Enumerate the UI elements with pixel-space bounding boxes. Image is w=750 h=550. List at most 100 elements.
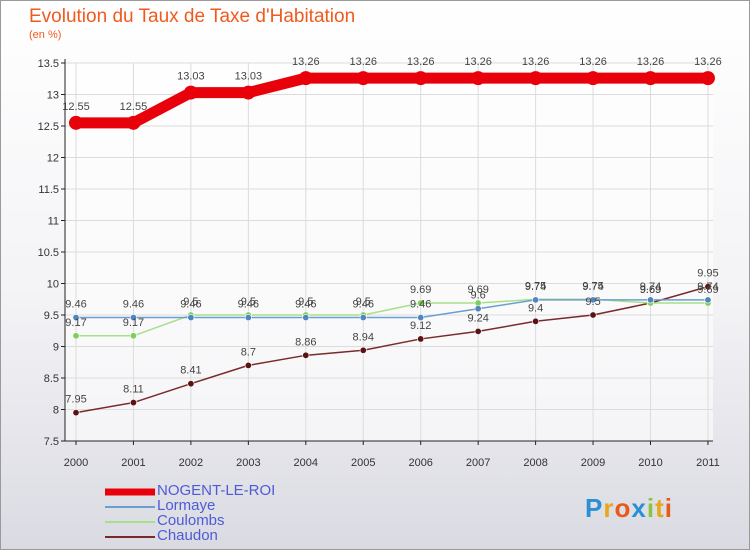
legend-item-nogent[interactable]: NOGENT-LE-ROI [105,482,365,500]
data-label: 12.55 [120,101,148,113]
data-point [187,314,195,322]
data-label: 9.75 [582,280,603,292]
y-tick-label: 10.5 [38,247,59,259]
data-label: 9.74 [697,281,718,293]
data-label: 8.7 [241,346,256,358]
data-label: 9.5 [356,296,371,308]
data-label: 9.5 [298,296,313,308]
data-label: 13.26 [522,56,550,68]
data-point [417,299,425,307]
data-label: 9.5 [585,296,600,308]
data-label: 13.26 [292,56,320,68]
data-label: 9.46 [123,299,144,311]
x-tick-label: 2004 [294,457,318,469]
y-tick-label: 10 [47,279,59,291]
data-point [72,314,80,322]
legend-item-coulombs[interactable]: Coulombs [105,512,365,530]
data-label: 9.69 [697,284,718,296]
legend-label-nogent: NOGENT-LE-ROI [157,482,276,499]
data-point [586,71,601,86]
data-point [72,409,80,417]
chart-title: Evolution du Taux de Taxe d'Habitation [29,6,356,27]
y-tick-label: 13.5 [38,58,59,70]
data-point [126,115,141,130]
x-tick-label: 2009 [581,457,605,469]
data-label: 9.46 [238,299,259,311]
legend-label-lormaye: Lormaye [157,497,216,514]
data-point [241,85,256,100]
y-tick-label: 11.5 [38,184,59,196]
data-label: 9.5 [183,296,198,308]
data-label: 9.69 [640,284,661,296]
legend-item-lormaye[interactable]: Lormaye [105,497,365,515]
data-label: 9.4 [528,302,543,314]
data-label: 9.46 [65,299,86,311]
data-label: 12.55 [62,101,90,113]
data-label: 7.95 [65,394,86,406]
data-label: 13.26 [694,56,722,68]
data-point [356,71,371,86]
data-point [129,332,137,340]
data-point [528,71,543,86]
y-tick-label: 9.5 [44,310,59,322]
data-label: 8.94 [353,331,374,343]
legend-label-chaudon: Chaudon [157,527,218,544]
data-point [187,380,195,388]
data-point [474,327,482,335]
data-point [244,361,252,369]
legend-swatch-lormaye [105,506,155,508]
y-tick-label: 7.5 [44,436,59,448]
data-label: 13.26 [349,56,377,68]
data-label: 8.41 [180,365,201,377]
y-tick-label: 12 [47,153,59,165]
data-point [129,399,137,407]
legend-item-chaudon[interactable]: Chaudon [105,527,365,545]
series-line-lormaye [76,299,708,319]
data-label: 9.24 [467,312,488,324]
series-line-chaudon [75,285,709,414]
series-line-nogent-le-roi [76,72,708,129]
data-point [244,314,252,322]
data-label: 13.03 [235,71,263,83]
x-tick-label: 2000 [64,457,88,469]
x-tick-label: 2001 [121,457,145,469]
y-tick-label: 8 [53,405,59,417]
data-label: 13.26 [579,56,607,68]
x-tick-label: 2010 [638,457,662,469]
data-point [704,296,712,304]
data-point [359,346,367,354]
proxiti-logo: Proxiti [585,493,673,523]
data-label: 9.74 [525,281,546,293]
x-tick-label: 2011 [696,457,720,469]
data-point [589,296,597,304]
x-tick-label: 2008 [523,457,547,469]
legend-label-coulombs: Coulombs [157,512,225,529]
data-point [700,71,715,86]
legend-swatch-chaudon [105,536,155,538]
data-point [471,71,486,86]
x-tick-label: 2006 [408,457,432,469]
data-point [302,314,310,322]
data-point [532,296,540,304]
data-point [646,296,654,304]
data-label: 13.26 [407,56,435,68]
data-point [417,335,425,343]
data-point [413,71,428,86]
data-point [129,314,137,322]
data-label: 8.11 [123,384,144,396]
data-label: 9.17 [123,317,144,329]
data-point [69,115,83,130]
data-label: 13.26 [464,56,492,68]
data-point [183,85,198,100]
legend-swatch-nogent [105,488,155,496]
data-label: 13.03 [177,71,205,83]
data-label: 9.69 [467,284,488,296]
y-tick-label: 8.5 [44,373,59,385]
data-point [298,71,313,86]
data-label: 9.75 [525,280,546,292]
data-point [643,71,658,86]
y-tick-label: 13 [47,90,59,102]
legend: NOGENT-LE-ROI Lormaye Coulombs Chaudon [105,482,365,545]
